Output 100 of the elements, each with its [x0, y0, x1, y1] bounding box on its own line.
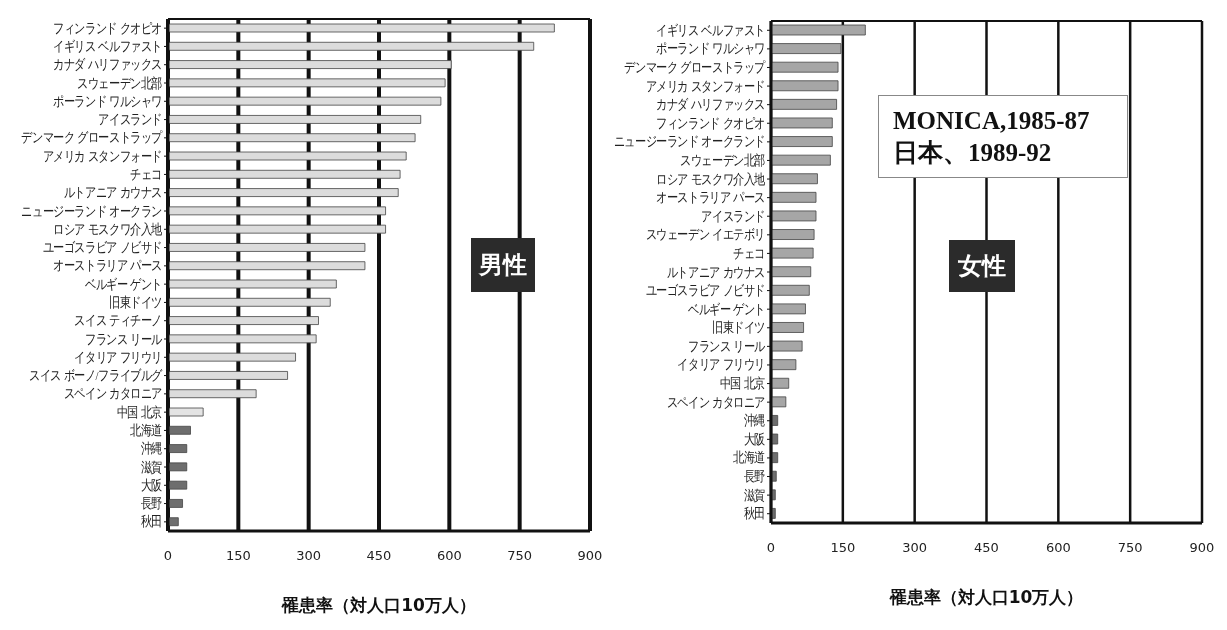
bar — [168, 389, 257, 399]
y-tick-label: 旧東ドイツ — [711, 320, 765, 336]
x-tick-label: 150 — [225, 548, 251, 564]
bar — [168, 243, 366, 252]
bar — [168, 206, 386, 216]
y-tick-label: ユーゴスラビア ノビサド — [645, 282, 765, 299]
bar — [771, 303, 806, 315]
y-tick-label: 滋賀 — [140, 459, 162, 475]
y-tick-label: イタリア フリウリ — [74, 349, 162, 366]
y-tick-label: ニュージーランド オークランド — [613, 134, 765, 150]
bar — [168, 462, 188, 472]
x-tick-label: 750 — [1117, 540, 1143, 556]
y-tick-label: アイスランド — [98, 111, 162, 128]
y-tick-label: フィンランド クオピオ — [656, 115, 765, 132]
bar — [168, 316, 319, 325]
y-tick-label: 中国 北京 — [719, 375, 765, 392]
bar — [168, 115, 422, 124]
bar — [771, 340, 803, 352]
y-tick-label: 沖縄 — [140, 441, 162, 457]
y-tick-label: イタリア フリウリ — [677, 357, 765, 373]
annotation: 女性 — [958, 251, 1006, 281]
y-tick-label: 滋賀 — [743, 487, 765, 503]
x-tick-label: 600 — [436, 548, 462, 564]
bar — [168, 96, 442, 106]
x-tick-label: 600 — [1045, 540, 1071, 556]
x-tick-label: 0 — [766, 540, 776, 556]
y-tick-label: スペイン カタロニア — [666, 394, 765, 410]
bar — [771, 322, 804, 333]
y-tick-label: 長野 — [140, 495, 162, 512]
y-tick-label: スウェーデン北部 — [680, 152, 765, 169]
y-tick-label: 北海道 — [733, 450, 765, 466]
annotation: 男性 — [479, 250, 527, 280]
bar — [771, 98, 838, 110]
bar — [168, 371, 288, 380]
bar — [168, 78, 446, 88]
bar — [771, 247, 814, 259]
bar — [168, 23, 555, 33]
y-tick-label: オーストラリア パース — [53, 258, 162, 274]
bar — [168, 425, 191, 435]
y-tick-label: イギリス ベルファスト — [53, 38, 162, 55]
y-tick-label: ポーランド ワルシャワ — [656, 41, 765, 57]
bar — [168, 407, 204, 417]
y-tick-label: ベルギー ゲント — [688, 301, 765, 317]
bar — [771, 266, 812, 278]
bar — [771, 377, 790, 389]
y-tick-label: 大阪 — [743, 431, 765, 448]
y-tick-label: アメリカ スタンフォード — [645, 78, 765, 94]
y-tick-label: ユーゴスラビア ノビサド — [42, 239, 162, 256]
bar — [168, 261, 366, 271]
bar — [771, 191, 817, 203]
x-axis-title: 罹患率（対人口10万人） — [888, 587, 1084, 607]
bar — [771, 43, 842, 54]
y-tick-label: スイス ティチーノ — [74, 313, 162, 329]
y-tick-label: 大阪 — [140, 477, 162, 494]
bar — [168, 224, 386, 234]
bar — [771, 61, 839, 73]
y-tick-label: イギリス ベルファスト — [656, 22, 765, 39]
bar — [168, 334, 317, 344]
bar — [771, 359, 797, 371]
y-tick-label: 沖縄 — [743, 413, 765, 429]
y-tick-label: ニュージーランド オークラン — [21, 203, 162, 219]
bar — [168, 279, 337, 289]
x-tick-label: 450 — [974, 540, 999, 556]
y-tick-label: チェコ — [733, 245, 765, 262]
y-tick-label: ロシア モスクワ介入地 — [656, 171, 765, 187]
bar — [168, 352, 296, 362]
x-tick-label: 900 — [1189, 540, 1215, 556]
x-axis-title: 罹患率（対人口10万人） — [281, 595, 476, 615]
y-tick-label: カナダ ハリファックス — [656, 97, 765, 113]
x-tick-label: 150 — [830, 540, 856, 556]
x-tick-label: 0 — [163, 548, 173, 564]
bar — [168, 151, 407, 161]
bar — [771, 229, 815, 240]
bar — [771, 117, 833, 129]
x-tick-label: 300 — [296, 548, 322, 564]
y-tick-label: アメリカ スタンフォード — [42, 148, 162, 164]
y-tick-label: 旧東ドイツ — [108, 294, 162, 311]
bar — [168, 41, 535, 51]
y-tick-label: フランス リール — [688, 338, 765, 355]
y-tick-label: ポーランド ワルシャワ — [53, 93, 162, 110]
x-tick-label: 900 — [577, 548, 603, 564]
y-tick-label: ルトアニア カウナス — [63, 185, 162, 201]
y-tick-label: スウェーデン北部 — [77, 75, 162, 91]
bar — [771, 136, 833, 147]
bar — [771, 80, 839, 92]
y-tick-label: ロシア モスクワ介入地 — [53, 221, 162, 238]
bar — [168, 297, 331, 307]
bar — [168, 133, 416, 143]
y-tick-label: ベルギー ゲント — [85, 276, 162, 292]
y-tick-label: チェコ — [130, 166, 162, 183]
y-tick-label: 秋田 — [743, 506, 765, 522]
y-tick-label: スウェーデン イエテボリ — [645, 227, 765, 243]
y-tick-label: オーストラリア パース — [656, 189, 765, 206]
bar — [168, 60, 452, 69]
bar — [168, 444, 188, 453]
y-tick-label: 北海道 — [130, 422, 162, 439]
x-tick-label: 300 — [902, 540, 928, 556]
y-tick-label: スイス ボーノ/フライブルグ — [29, 367, 163, 384]
bar — [771, 284, 810, 296]
y-tick-label: ルトアニア カウナス — [666, 264, 765, 280]
